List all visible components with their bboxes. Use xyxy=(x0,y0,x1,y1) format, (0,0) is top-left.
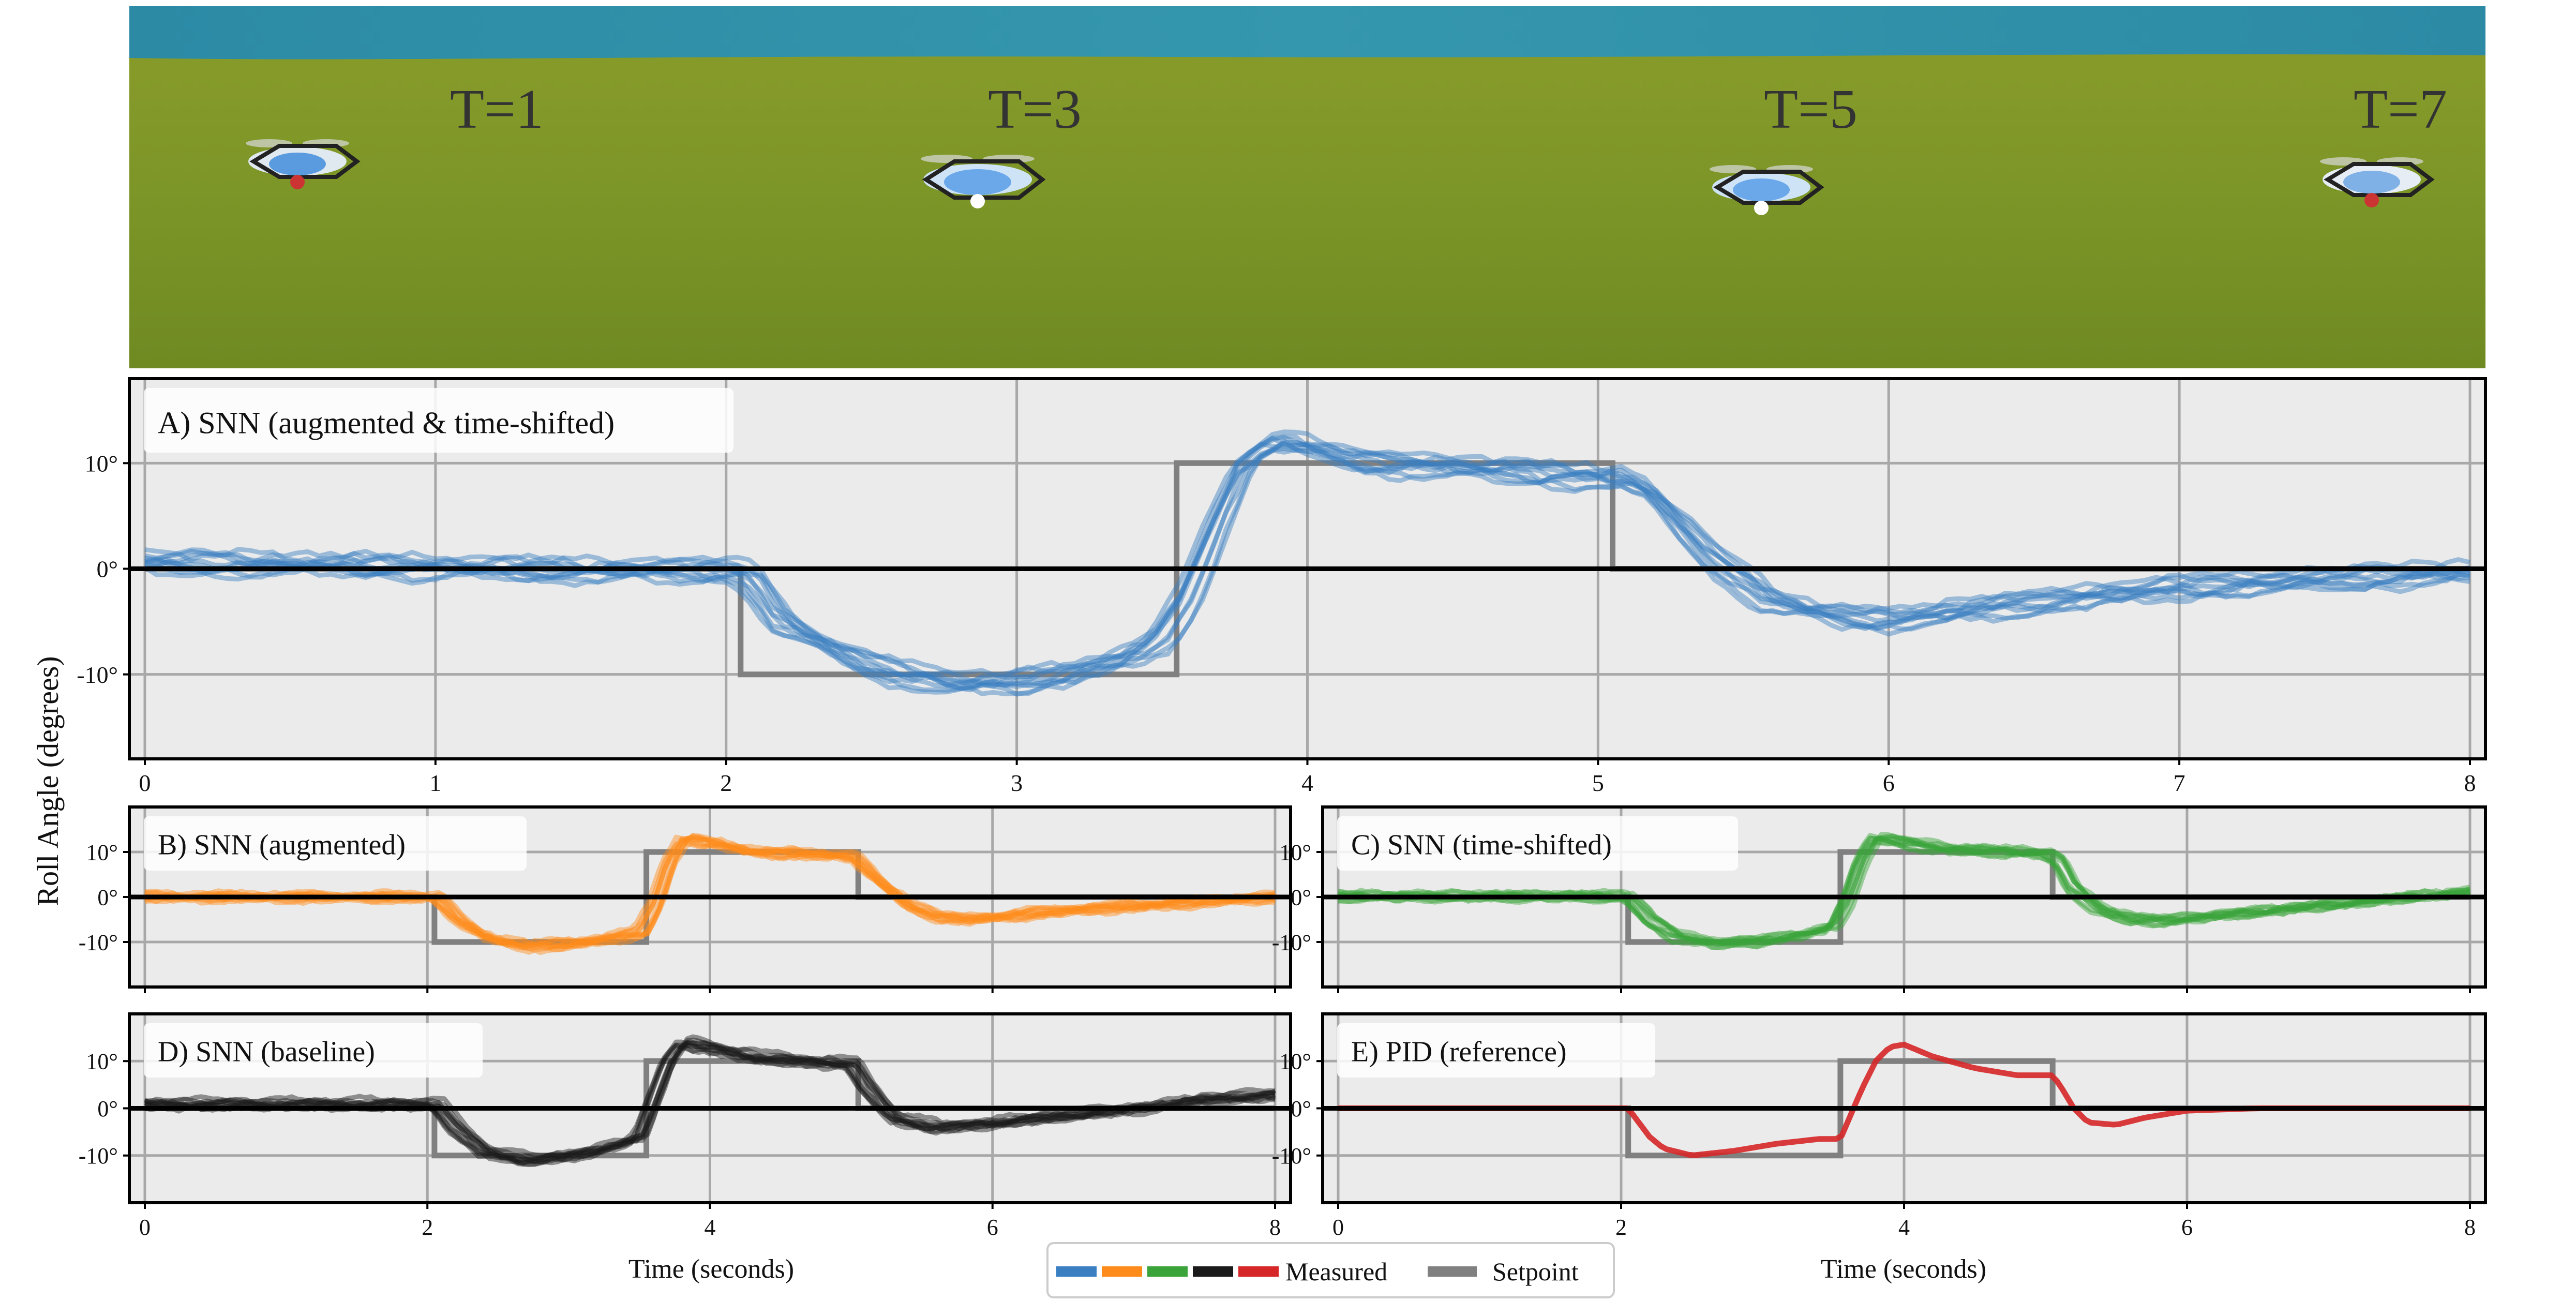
measured-line xyxy=(144,436,2470,687)
panel-title: C) SNN (time-shifted) xyxy=(1351,829,1612,861)
panel-title: B) SNN (augmented) xyxy=(158,829,406,861)
measured-line xyxy=(1338,835,2470,949)
drone-icon xyxy=(246,139,361,189)
measured-line xyxy=(144,836,1276,952)
x-tick-label: 8 xyxy=(1269,1215,1281,1240)
measured-line xyxy=(144,836,1276,949)
x-tick-label: 4 xyxy=(1898,1215,1910,1240)
panel-e: E) PID (reference) -10° 0° 10° 0 2 4 6 8 xyxy=(1272,1012,2487,1240)
title-box xyxy=(144,816,527,871)
measured-line xyxy=(1338,833,2470,947)
measured-line xyxy=(144,1040,1276,1164)
measured-line xyxy=(143,439,2470,697)
photo-label: T=7 xyxy=(2354,79,2447,140)
x-tick-label: 8 xyxy=(2464,1215,2476,1240)
x-tick-label: 1 xyxy=(429,770,441,796)
y-axis-label: Roll Angle (degrees) xyxy=(31,656,65,906)
panel-a: A) SNN (augmented & time-shifted) -10° 0° 1… xyxy=(77,377,2487,796)
panel-c: C) SNN (time-shifted) -10° 0° 10° xyxy=(1272,805,2487,993)
measured-line xyxy=(1337,835,2470,946)
y-tick-label: 0° xyxy=(1291,885,1311,910)
x-axis-label: Time (seconds) xyxy=(628,1254,794,1284)
measured-line xyxy=(144,433,2470,688)
y-tick-label: -10° xyxy=(1272,930,1311,955)
measured-line xyxy=(1338,834,2470,946)
drone-photo: T=1 T=3 T=5 T=7 xyxy=(129,6,2485,368)
measured-line xyxy=(144,446,2471,695)
x-tick-label: 6 xyxy=(1883,770,1895,796)
x-tick-label: 6 xyxy=(2181,1215,2193,1240)
y-tick-label: -10° xyxy=(79,1143,118,1169)
panel-title: A) SNN (augmented & time-shifted) xyxy=(158,406,615,440)
measured-line xyxy=(144,441,2470,693)
x-tick-label: 2 xyxy=(720,770,732,796)
y-tick-label: 0° xyxy=(97,885,118,910)
y-tick-label: 10° xyxy=(1279,840,1311,865)
y-tick-label: 0° xyxy=(97,1096,118,1121)
panel-title: D) SNN (baseline) xyxy=(158,1036,375,1068)
x-tick-label: 2 xyxy=(422,1215,433,1240)
title-box xyxy=(144,1023,483,1078)
measured-line xyxy=(143,1044,1276,1167)
photo-label: T=5 xyxy=(1764,79,1858,140)
y-tick-label: 10° xyxy=(86,1049,118,1074)
drone-icon xyxy=(2320,157,2435,207)
measured-line xyxy=(144,447,2470,693)
measured-line xyxy=(144,1042,1276,1168)
x-tick-label: 0 xyxy=(139,1215,151,1240)
measured-line xyxy=(144,441,2470,689)
x-axis-label: Time (seconds) xyxy=(1821,1254,1986,1284)
legend-box xyxy=(1046,1242,1615,1298)
x-tick-label: 4 xyxy=(1301,770,1313,796)
x-tick-label: 0 xyxy=(1332,1215,1344,1240)
legend-setpoint-label: Setpoint xyxy=(1492,1257,1579,1286)
y-tick-label: 10° xyxy=(1279,1049,1311,1074)
measured-line xyxy=(144,440,2470,697)
drone-icon xyxy=(921,155,1046,208)
y-tick-label: 0° xyxy=(97,556,118,582)
measured-line xyxy=(144,835,1276,949)
drone-icon xyxy=(1710,165,1824,215)
x-tick-label: 5 xyxy=(1592,770,1604,796)
measured-line xyxy=(144,1042,1276,1165)
title-box xyxy=(1337,1023,1655,1078)
legend: Measured Setpoint xyxy=(1046,1242,1615,1298)
y-tick-label: -10° xyxy=(79,930,118,955)
x-tick-label: 2 xyxy=(1615,1215,1627,1240)
y-tick-label: -10° xyxy=(77,662,118,688)
measured-line xyxy=(144,1040,1277,1163)
panel-b: B) SNN (augmented) -10° 0° 10° xyxy=(79,805,1292,993)
photo-label: T=3 xyxy=(988,79,1082,140)
x-tick-label: 3 xyxy=(1011,770,1023,796)
panel-d: D) SNN (baseline) -10° 0° 10° 0 2 4 6 8 xyxy=(79,1012,1292,1240)
panel-title: E) PID (reference) xyxy=(1351,1036,1567,1068)
y-tick-label: 10° xyxy=(86,840,118,865)
x-tick-label: 0 xyxy=(139,770,151,796)
legend-measured-label: Measured xyxy=(1285,1257,1387,1286)
title-box xyxy=(144,388,733,453)
photo-label: T=1 xyxy=(450,79,544,140)
y-tick-label: 10° xyxy=(85,450,118,476)
x-tick-label: 7 xyxy=(2174,770,2185,796)
x-tick-label: 6 xyxy=(987,1215,998,1240)
measured-line xyxy=(144,435,2470,689)
title-box xyxy=(1337,816,1738,871)
x-tick-label: 8 xyxy=(2464,770,2476,796)
y-tick-label: -10° xyxy=(1272,1143,1311,1169)
y-tick-label: 0° xyxy=(1291,1096,1311,1121)
x-tick-label: 4 xyxy=(705,1215,716,1240)
